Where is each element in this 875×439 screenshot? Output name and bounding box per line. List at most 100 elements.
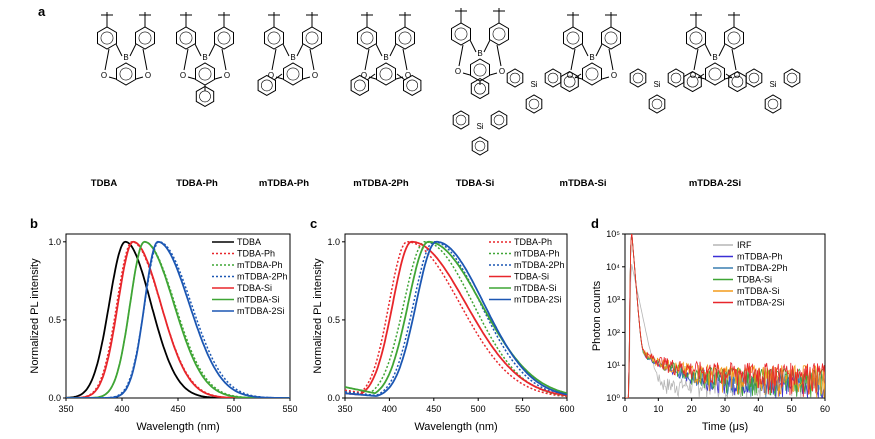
benzene-ring [451,22,471,46]
molecule-tdba: B O O [97,12,155,86]
legend-label: mTDBA-Ph [514,249,560,259]
legend-label: mTDBA-2Ph [514,260,565,270]
aromatic-circle [454,27,468,41]
panel-label-c: c [310,216,317,231]
bond [221,48,227,71]
benzene-ring [283,62,303,86]
aromatic-circle [474,82,486,95]
x-tick-label: 30 [720,404,730,414]
x-tick-label: 450 [170,404,185,414]
legend-label: mTDBA-Ph [737,252,783,262]
benzene-ring [686,26,706,50]
oxygen-atom: O [312,71,318,80]
legend-label: TDBA-Ph [514,237,552,247]
y-tick-label: 10⁴ [606,262,620,272]
bond [462,72,471,76]
silicon-atom: Si [476,122,483,131]
molecule-name: TDBA-Si [456,178,495,189]
benzene-ring [97,26,117,50]
x-tick-label: 40 [753,404,763,414]
series-line-mtdba-2ph [345,241,567,397]
bond [483,39,491,53]
aromatic-circle [474,140,486,152]
molecule-name: mTDBA-Si [560,178,607,189]
benzene-ring [648,94,666,114]
bond [214,76,223,80]
panel-label-a: a [38,4,46,19]
benzene-ring [601,26,621,50]
x-tick-label: 500 [471,404,486,414]
benzene-ring [470,58,490,82]
oxygen-atom: O [499,67,505,76]
bond [129,43,137,57]
oxygen-atom: O [101,71,107,80]
benzene-ring [116,62,136,86]
molecule-tdba-ph: B O O [176,12,234,107]
y-tick-label: 0.5 [48,315,61,325]
oxygen-atom: O [180,71,186,80]
bond [271,48,277,71]
benzene-ring [395,26,415,50]
y-axis-label: Normalized PL intensity [312,258,324,374]
x-tick-label: 500 [226,404,241,414]
bond [302,76,311,80]
benzene-ring [544,68,562,88]
benzene-ring [470,78,490,100]
y-axis-label: Normalized PL intensity [29,258,41,374]
molecule-name: TDBA-Ph [176,178,218,189]
y-tick-label: 10¹ [607,360,620,370]
bond [366,73,376,81]
benzene-ring [214,26,234,50]
y-tick-label: 10² [607,327,620,337]
boron-atom: B [589,53,594,62]
y-tick-label: 0.5 [327,315,340,325]
benzene-ring [471,136,489,156]
silicon-atom: Si [769,80,776,89]
aromatic-circle [632,72,644,84]
aromatic-circle [179,31,193,45]
bond [469,39,477,53]
benzene-ring [403,74,422,96]
bond [402,48,408,71]
y-tick-label: 10⁵ [606,229,620,239]
bond [489,72,498,76]
aromatic-circle [689,31,703,45]
legend-label: mTDBA-Si [514,283,557,293]
aromatic-circle [563,75,576,88]
legend-label: TDBA-Si [514,272,549,282]
benzene-ring [629,68,647,88]
x-axis-label: Wavelength (nm) [136,421,219,433]
aromatic-circle [727,31,741,45]
silicon-atom: Si [653,80,660,89]
benzene-ring [506,68,524,88]
legend-label: TDBA-Si [237,283,272,293]
benzene-ring [705,62,725,86]
aromatic-circle [767,98,779,110]
legend-label: mTDBA-Ph [237,260,283,270]
series-line-mtdba-si [625,234,825,398]
oxygen-atom: O [268,71,274,80]
series-line-mtdba-2si [66,240,290,398]
oxygen-atom: O [611,71,617,80]
benzene-ring [302,26,322,50]
bond [208,43,216,57]
aromatic-circle [360,31,374,45]
bond [731,48,737,71]
x-tick-label: 50 [787,404,797,414]
aromatic-circle [406,79,419,92]
bond [389,43,397,57]
bond [601,76,610,80]
series-line-mtdba-si [66,240,290,398]
molecule-mtdba-si: B O O Si [506,12,621,114]
benzene-ring [264,26,284,50]
aromatic-circle [379,67,393,81]
series-lines [625,234,825,398]
x-tick-label: 600 [559,404,574,414]
bond [375,43,383,57]
bond [309,48,315,71]
aromatic-circle [651,98,663,110]
bond [704,43,712,57]
bond [273,73,283,81]
x-tick-label: 20 [687,404,697,414]
benzene-ring [135,26,155,50]
